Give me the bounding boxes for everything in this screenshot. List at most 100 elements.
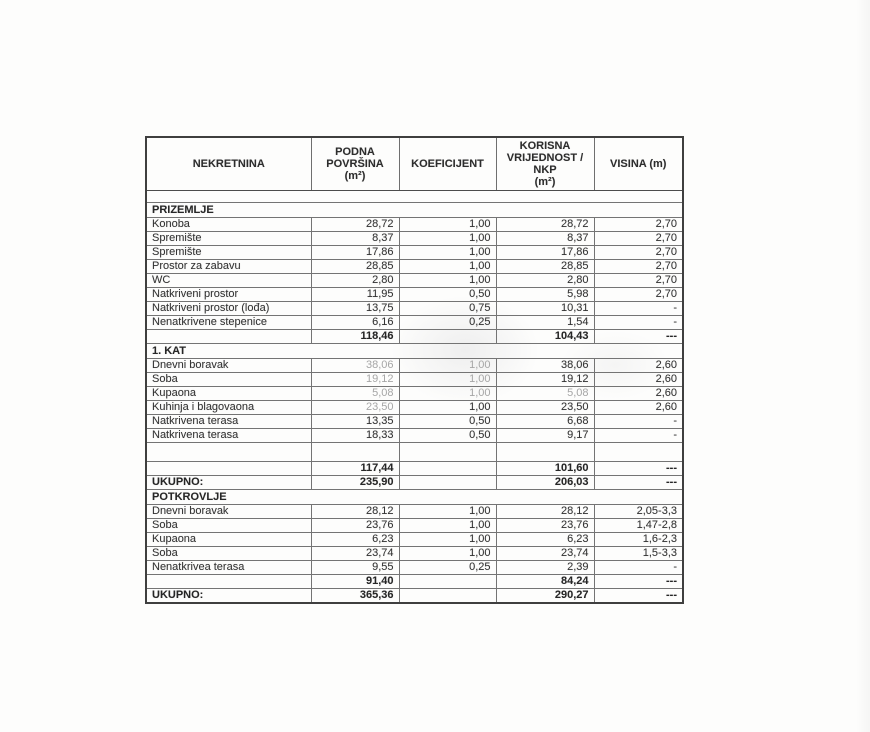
value-cell-visina: 2,60 — [593, 358, 684, 373]
value-cell-korisna: 23,76 — [495, 518, 595, 533]
value-cell-visina: --- — [593, 475, 684, 490]
value-cell-visina: 1,47-2,8 — [593, 518, 684, 533]
empty-row — [145, 442, 684, 462]
item-name-cell — [145, 574, 312, 589]
value-cell-koef: 0,50 — [398, 287, 497, 302]
empty-cell — [593, 442, 684, 462]
total-row: UKUPNO: 235,90 206,03 --- — [145, 475, 684, 490]
subtotal-row: 91,40 84,24 --- — [145, 574, 684, 589]
table-row: Kuhinja i blagovaona 23,50 1,00 23,50 2,60 — [145, 400, 684, 415]
value-cell-koef — [398, 588, 497, 604]
spacer-row — [145, 190, 684, 203]
value-cell-koef: 1,00 — [398, 217, 497, 232]
section-label: POTKROVLJE — [145, 489, 684, 505]
value-cell-koef: 0,50 — [398, 414, 497, 429]
empty-cell — [398, 442, 497, 462]
empty-cell — [145, 442, 312, 462]
value-cell-korisna: 8,37 — [495, 231, 595, 246]
value-cell-visina: - — [593, 428, 684, 443]
value-cell-podna: 91,40 — [310, 574, 400, 589]
table-body: PRIZEMLJE Konoba 28,72 1,00 28,72 2,70 Spremiš… — [145, 190, 684, 604]
value-cell-visina: --- — [593, 588, 684, 604]
value-cell-korisna: 5,98 — [495, 287, 595, 302]
spacer-cell — [145, 190, 684, 203]
value-cell-korisna: 290,27 — [495, 588, 595, 604]
value-cell-koef: 1,00 — [398, 546, 497, 561]
item-name-cell: Spremište — [145, 231, 312, 246]
table-row: Natkrivena terasa 18,33 0,50 9,17- — [145, 428, 684, 443]
table-row: Soba 23,76 1,00 23,76 1,47-2,8 — [145, 518, 684, 533]
table-row: Spremište 17,86 1,00 17,86 2,70 — [145, 245, 684, 260]
table-row: Kupaona 6,23 1,00 6,23 1,6-2,3 — [145, 532, 684, 547]
table-row: Spremište 8,37 1,00 8,37 2,70 — [145, 231, 684, 246]
value-cell-visina: 2,05-3,3 — [593, 504, 684, 519]
value-cell-visina: 2,70 — [593, 231, 684, 246]
value-cell-podna: 117,44 — [310, 461, 400, 476]
item-name-cell: Natkriveni prostor — [145, 287, 312, 302]
item-name-cell: Natkrivena terasa — [145, 428, 312, 443]
table-row: Soba 23,74 1,00 23,74 1,5-3,3 — [145, 546, 684, 561]
value-cell-korisna: 206,03 — [495, 475, 595, 490]
value-cell-podna: 5,08 — [310, 386, 400, 401]
value-cell-podna: 13,35 — [310, 414, 400, 429]
value-cell-koef: 1,00 — [398, 504, 497, 519]
item-name-cell: Kupaona — [145, 532, 312, 547]
column-header-korisna-vrijednost: KORISNA VRIJEDNOST / NKP (m²) — [495, 136, 595, 191]
item-name-cell — [145, 329, 312, 344]
item-name-cell: Prostor za zabavu — [145, 259, 312, 274]
value-cell-podna: 11,95 — [310, 287, 400, 302]
value-cell-koef: 0,25 — [398, 315, 497, 330]
item-name-cell: Soba — [145, 546, 312, 561]
column-header-visina: VISINA (m) — [593, 136, 684, 191]
value-cell-podna: 6,16 — [310, 315, 400, 330]
value-cell-visina: --- — [593, 574, 684, 589]
value-cell-podna: 23,76 — [310, 518, 400, 533]
value-cell-korisna: 17,86 — [495, 245, 595, 260]
value-cell-visina: 2,70 — [593, 245, 684, 260]
total-row: UKUPNO: 365,36 290,27 --- — [145, 588, 684, 604]
value-cell-korisna: 5,08 — [495, 386, 595, 401]
value-cell-podna: 28,85 — [310, 259, 400, 274]
value-cell-koef: 0,75 — [398, 301, 497, 316]
value-cell-visina: 2,70 — [593, 273, 684, 288]
table-row: Nenatkrivea terasa 9,55 0,25 2,39- — [145, 560, 684, 575]
value-cell-koef: 1,00 — [398, 532, 497, 547]
subtotal-row: 117,44 101,60 --- — [145, 461, 684, 476]
section-row: POTKROVLJE — [145, 489, 684, 505]
table-row: WC 2,80 1,00 2,80 2,70 — [145, 273, 684, 288]
table-row: Kupaona 5,08 1,00 5,08 2,60 — [145, 386, 684, 401]
value-cell-koef: 0,25 — [398, 560, 497, 575]
value-cell-visina: 2,60 — [593, 372, 684, 387]
value-cell-koef: 1,00 — [398, 245, 497, 260]
value-cell-koef — [398, 574, 497, 589]
value-cell-visina: --- — [593, 329, 684, 344]
value-cell-korisna: 6,68 — [495, 414, 595, 429]
value-cell-korisna: 6,23 — [495, 532, 595, 547]
value-cell-korisna: 28,72 — [495, 217, 595, 232]
item-name-cell: UKUPNO: — [145, 588, 312, 604]
value-cell-korisna: 23,74 — [495, 546, 595, 561]
value-cell-koef: 1,00 — [398, 273, 497, 288]
item-name-cell: Kupaona — [145, 386, 312, 401]
value-cell-korisna: 2,80 — [495, 273, 595, 288]
scan-artifact — [856, 0, 870, 732]
value-cell-visina: - — [593, 301, 684, 316]
value-cell-podna: 19,12 — [310, 372, 400, 387]
value-cell-koef: 1,00 — [398, 372, 497, 387]
value-cell-podna: 23,74 — [310, 546, 400, 561]
value-cell-podna: 365,36 — [310, 588, 400, 604]
section-label: 1. KAT — [145, 343, 684, 359]
item-name-cell: Nenatkrivene stepenice — [145, 315, 312, 330]
item-name-cell: Kuhinja i blagovaona — [145, 400, 312, 415]
item-name-cell: UKUPNO: — [145, 475, 312, 490]
column-header-nekretnina: NEKRETNINA — [145, 136, 312, 191]
value-cell-korisna: 10,31 — [495, 301, 595, 316]
value-cell-koef: 1,00 — [398, 231, 497, 246]
value-cell-koef: 1,00 — [398, 518, 497, 533]
column-header-podna-povrsina: PODNA POVRŠINA (m²) — [310, 136, 400, 191]
item-name-cell: Nenatkrivea terasa — [145, 560, 312, 575]
section-row: 1. KAT — [145, 343, 684, 359]
table-row: Nenatkrivene stepenice 6,16 0,25 1,54- — [145, 315, 684, 330]
table-row: Natkriveni prostor (lođa) 13,75 0,75 10,31- — [145, 301, 684, 316]
